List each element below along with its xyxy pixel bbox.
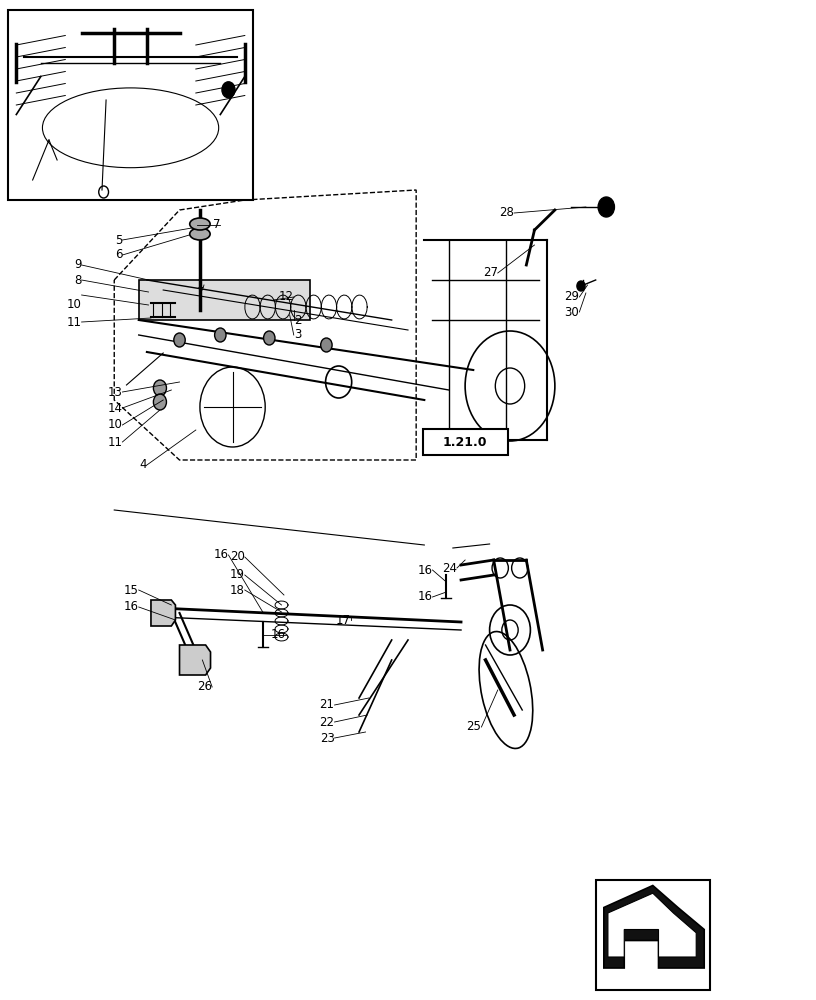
Text: 11: 11 xyxy=(67,316,82,328)
Polygon shape xyxy=(139,280,310,320)
Polygon shape xyxy=(604,886,704,968)
Text: 30: 30 xyxy=(565,306,579,318)
Text: 1.21.0: 1.21.0 xyxy=(443,436,487,448)
Text: 23: 23 xyxy=(320,732,335,744)
Text: 7: 7 xyxy=(213,219,220,232)
FancyBboxPatch shape xyxy=(423,429,508,455)
Ellipse shape xyxy=(189,218,210,230)
Text: 16: 16 xyxy=(214,548,228,562)
Text: 24: 24 xyxy=(442,562,457,574)
Text: 12: 12 xyxy=(279,290,294,304)
Circle shape xyxy=(598,197,614,217)
Text: 1: 1 xyxy=(197,278,204,292)
Text: 16: 16 xyxy=(418,564,432,576)
Ellipse shape xyxy=(189,228,210,240)
Circle shape xyxy=(153,380,166,396)
Text: 28: 28 xyxy=(499,207,514,220)
Text: 4: 4 xyxy=(140,458,147,472)
Text: 10: 10 xyxy=(67,298,82,312)
Text: 9: 9 xyxy=(74,258,82,271)
Text: 25: 25 xyxy=(467,720,481,734)
Text: 18: 18 xyxy=(230,584,245,596)
Text: 13: 13 xyxy=(108,385,122,398)
Circle shape xyxy=(153,394,166,410)
Circle shape xyxy=(321,338,332,352)
Polygon shape xyxy=(180,645,211,675)
Text: 5: 5 xyxy=(115,233,122,246)
Text: 17: 17 xyxy=(336,613,351,626)
Text: 29: 29 xyxy=(565,290,579,304)
Circle shape xyxy=(264,331,275,345)
Text: 16: 16 xyxy=(418,590,432,603)
Text: 19: 19 xyxy=(230,568,245,582)
Text: 21: 21 xyxy=(320,698,335,712)
Circle shape xyxy=(222,82,235,98)
Text: 11: 11 xyxy=(108,436,122,448)
Text: 3: 3 xyxy=(295,328,302,342)
Circle shape xyxy=(577,281,585,291)
Text: 16: 16 xyxy=(271,629,286,642)
Text: 16: 16 xyxy=(124,600,139,613)
Text: 14: 14 xyxy=(108,401,122,414)
Bar xyxy=(8,10,253,200)
Polygon shape xyxy=(151,600,175,626)
Text: 2: 2 xyxy=(295,314,302,326)
Text: 15: 15 xyxy=(124,584,139,596)
Circle shape xyxy=(215,328,226,342)
Circle shape xyxy=(174,333,185,347)
Text: 10: 10 xyxy=(108,418,122,432)
Text: 8: 8 xyxy=(74,273,82,286)
Text: 22: 22 xyxy=(320,716,335,728)
Bar xyxy=(596,880,710,990)
Polygon shape xyxy=(608,893,696,957)
Text: 27: 27 xyxy=(483,266,498,279)
Text: 20: 20 xyxy=(230,550,245,564)
Text: 6: 6 xyxy=(115,248,122,261)
Text: 26: 26 xyxy=(197,680,212,694)
